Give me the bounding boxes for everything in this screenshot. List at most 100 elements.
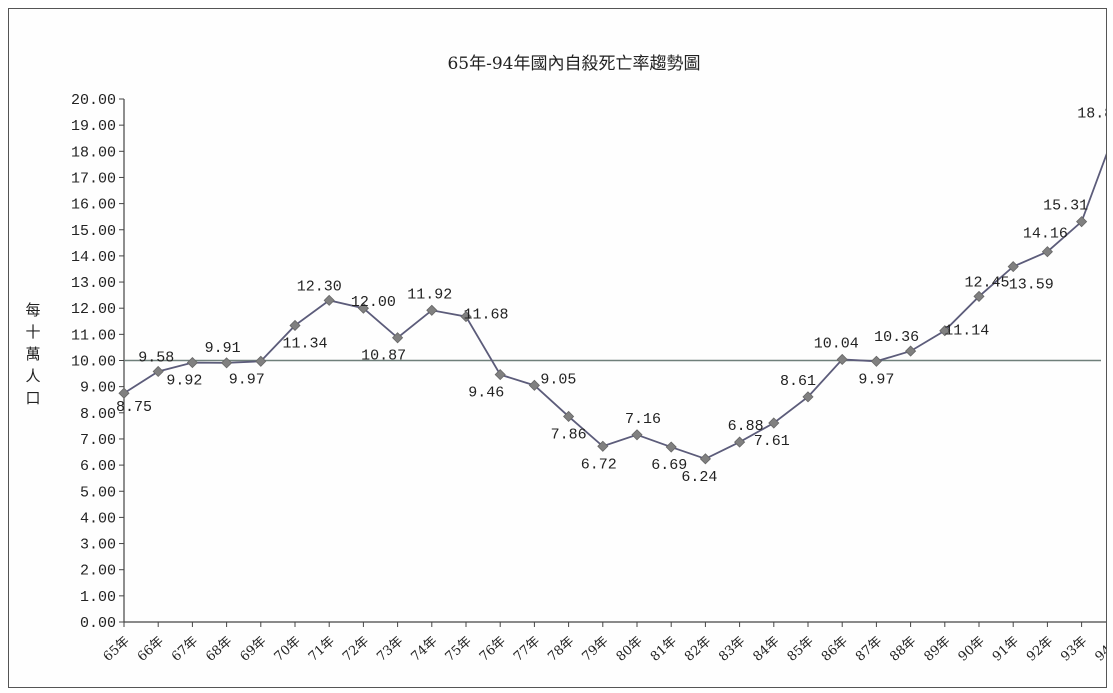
data-point bbox=[426, 304, 438, 316]
x-tick-label: 77年 bbox=[511, 634, 543, 665]
data-point bbox=[221, 357, 233, 369]
data-label: 6.72 bbox=[581, 456, 617, 473]
x-tick-label: 66年 bbox=[135, 634, 167, 665]
data-point bbox=[186, 357, 198, 369]
data-point bbox=[870, 355, 882, 367]
y-tick-label: 15.00 bbox=[71, 223, 116, 240]
data-label: 6.88 bbox=[728, 418, 764, 435]
y-tick-label: 14.00 bbox=[71, 249, 116, 266]
x-tick-label: 92年 bbox=[1024, 634, 1056, 665]
x-tick-label: 79年 bbox=[579, 634, 611, 665]
data-point bbox=[255, 355, 267, 367]
x-tick-label: 65年 bbox=[101, 634, 133, 665]
data-point bbox=[152, 365, 164, 378]
x-tick-label: 89年 bbox=[921, 634, 953, 665]
data-label: 12.45 bbox=[964, 274, 1009, 291]
x-tick-label: 86年 bbox=[819, 634, 851, 665]
data-label: 6.69 bbox=[651, 457, 687, 474]
x-tick-label: 74年 bbox=[408, 634, 440, 665]
x-tick-label: 67年 bbox=[169, 634, 201, 665]
x-tick-label: 78年 bbox=[545, 634, 577, 665]
data-label: 7.86 bbox=[551, 426, 587, 443]
series-line bbox=[123, 153, 1106, 460]
y-tick-label: 17.00 bbox=[71, 170, 116, 187]
data-point bbox=[631, 429, 643, 441]
x-tick-label: 91年 bbox=[990, 634, 1022, 665]
data-point bbox=[1076, 216, 1088, 228]
data-point bbox=[665, 441, 677, 453]
y-tick-label: 0.00 bbox=[80, 615, 116, 632]
data-label: 11.92 bbox=[407, 286, 452, 303]
x-tick-label: 87年 bbox=[853, 634, 885, 665]
data-point bbox=[939, 325, 951, 337]
x-tick-label: 69年 bbox=[237, 634, 269, 665]
y-axis-label-char: 人 bbox=[25, 367, 40, 385]
data-label: 9.91 bbox=[205, 340, 241, 357]
y-tick-label: 20.00 bbox=[71, 92, 116, 109]
y-axis-label-char: 口 bbox=[25, 389, 40, 407]
x-tick-label: 81年 bbox=[648, 634, 680, 665]
y-tick-label: 13.00 bbox=[71, 275, 116, 292]
y-tick-label: 16.00 bbox=[71, 197, 116, 214]
data-point bbox=[289, 319, 301, 332]
data-label: 9.92 bbox=[166, 373, 202, 390]
y-tick-label: 12.00 bbox=[71, 301, 116, 318]
data-label: 10.36 bbox=[874, 329, 919, 346]
x-tick-label: 72年 bbox=[340, 634, 372, 665]
data-label: 7.16 bbox=[625, 411, 661, 428]
data-label: 9.97 bbox=[858, 371, 894, 388]
x-tick-label: 70年 bbox=[272, 634, 304, 665]
data-point bbox=[494, 369, 506, 381]
data-point bbox=[357, 302, 369, 314]
y-tick-label: 9.00 bbox=[80, 380, 116, 397]
data-labels: 8.75 9.58 9.929.91 9.97 11.34 12.30 12.00 10.87… bbox=[116, 105, 1106, 485]
data-point bbox=[699, 453, 711, 465]
data-point bbox=[973, 290, 985, 302]
data-point bbox=[836, 353, 848, 366]
data-label: 12.00 bbox=[351, 294, 396, 311]
data-label: 8.61 bbox=[780, 373, 816, 390]
data-label: 11.68 bbox=[463, 307, 508, 324]
x-tick-label: 83年 bbox=[716, 634, 748, 665]
data-label: 10.87 bbox=[361, 348, 406, 365]
y-tick-label: 19.00 bbox=[71, 118, 116, 135]
x-tick-label: 80年 bbox=[614, 634, 646, 665]
data-label: 9.05 bbox=[540, 371, 576, 388]
data-label: 15.31 bbox=[1043, 198, 1088, 215]
x-tick-label: 82年 bbox=[682, 634, 714, 665]
x-tick-label: 88年 bbox=[887, 634, 919, 665]
data-label: 12.30 bbox=[297, 278, 342, 295]
data-point bbox=[528, 379, 540, 391]
data-point bbox=[118, 387, 130, 399]
x-tick-label: 85年 bbox=[785, 634, 817, 665]
data-point bbox=[768, 417, 780, 429]
y-tick-label: 3.00 bbox=[80, 537, 116, 554]
data-point bbox=[392, 332, 404, 344]
x-axis: 65年 66年 67年 68年 69年 70年 71年 72年 73年 74年 75年 76年 77年 7… bbox=[101, 621, 1106, 665]
y-tick-label: 11.00 bbox=[71, 327, 116, 344]
data-point bbox=[597, 440, 609, 452]
y-tick-label: 6.00 bbox=[80, 458, 116, 475]
data-point bbox=[323, 294, 335, 306]
data-label: 18.84 bbox=[1077, 105, 1106, 122]
data-point bbox=[1007, 261, 1019, 273]
data-point bbox=[563, 410, 575, 423]
x-tick-label: 73年 bbox=[374, 634, 406, 665]
data-label: 14.16 bbox=[1023, 226, 1068, 243]
x-tick-label: 68年 bbox=[203, 634, 235, 665]
x-tick-label: 94年 bbox=[1092, 634, 1106, 665]
x-tick-label: 84年 bbox=[750, 634, 782, 665]
data-label: 10.04 bbox=[814, 335, 859, 352]
y-axis-label-char: 萬 bbox=[25, 345, 40, 363]
data-point bbox=[802, 391, 814, 403]
data-label: 6.24 bbox=[681, 469, 717, 486]
data-label: 11.34 bbox=[282, 335, 327, 352]
data-point bbox=[905, 345, 917, 357]
y-tick-label: 5.00 bbox=[80, 484, 116, 501]
data-label: 8.75 bbox=[116, 399, 152, 416]
y-tick-label: 7.00 bbox=[80, 432, 116, 449]
y-axis-label-char: 十 bbox=[25, 323, 40, 341]
x-tick-label: 90年 bbox=[956, 634, 988, 665]
